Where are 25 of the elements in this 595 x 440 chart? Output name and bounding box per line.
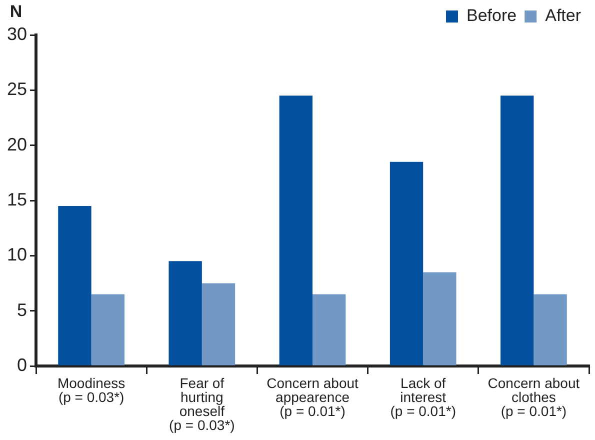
bar bbox=[312, 294, 346, 366]
bar bbox=[500, 96, 534, 366]
x-tick-label: Concern about clothes (p = 0.01*) bbox=[488, 374, 580, 419]
y-tick-label: 25 bbox=[6, 79, 28, 100]
bar bbox=[279, 96, 313, 366]
x-tick-label: Moodiness (p = 0.03*) bbox=[57, 374, 126, 405]
y-tick-label: 30 bbox=[6, 24, 28, 44]
y-tick-label: 0 bbox=[17, 354, 28, 375]
y-tick-label: 5 bbox=[17, 300, 28, 320]
y-tick-label: 10 bbox=[6, 244, 28, 265]
x-tick-label: Fear of hurting oneself (p = 0.03*) bbox=[169, 374, 235, 433]
bar bbox=[202, 283, 236, 366]
x-tick-label: Concern about appearence (p = 0.01*) bbox=[266, 374, 359, 419]
bar bbox=[58, 206, 92, 366]
bar bbox=[534, 294, 567, 366]
bar bbox=[423, 272, 456, 366]
y-tick-label: 15 bbox=[6, 189, 28, 210]
bar bbox=[168, 261, 202, 366]
y-tick-label: 20 bbox=[6, 134, 28, 154]
bar bbox=[390, 162, 424, 366]
legend-label: After bbox=[545, 6, 582, 26]
bar bbox=[91, 294, 124, 366]
legend-label: Before bbox=[466, 6, 517, 26]
y-axis-title: N bbox=[10, 2, 22, 22]
x-tick-label: Lack of interest (p = 0.01*) bbox=[390, 374, 456, 419]
